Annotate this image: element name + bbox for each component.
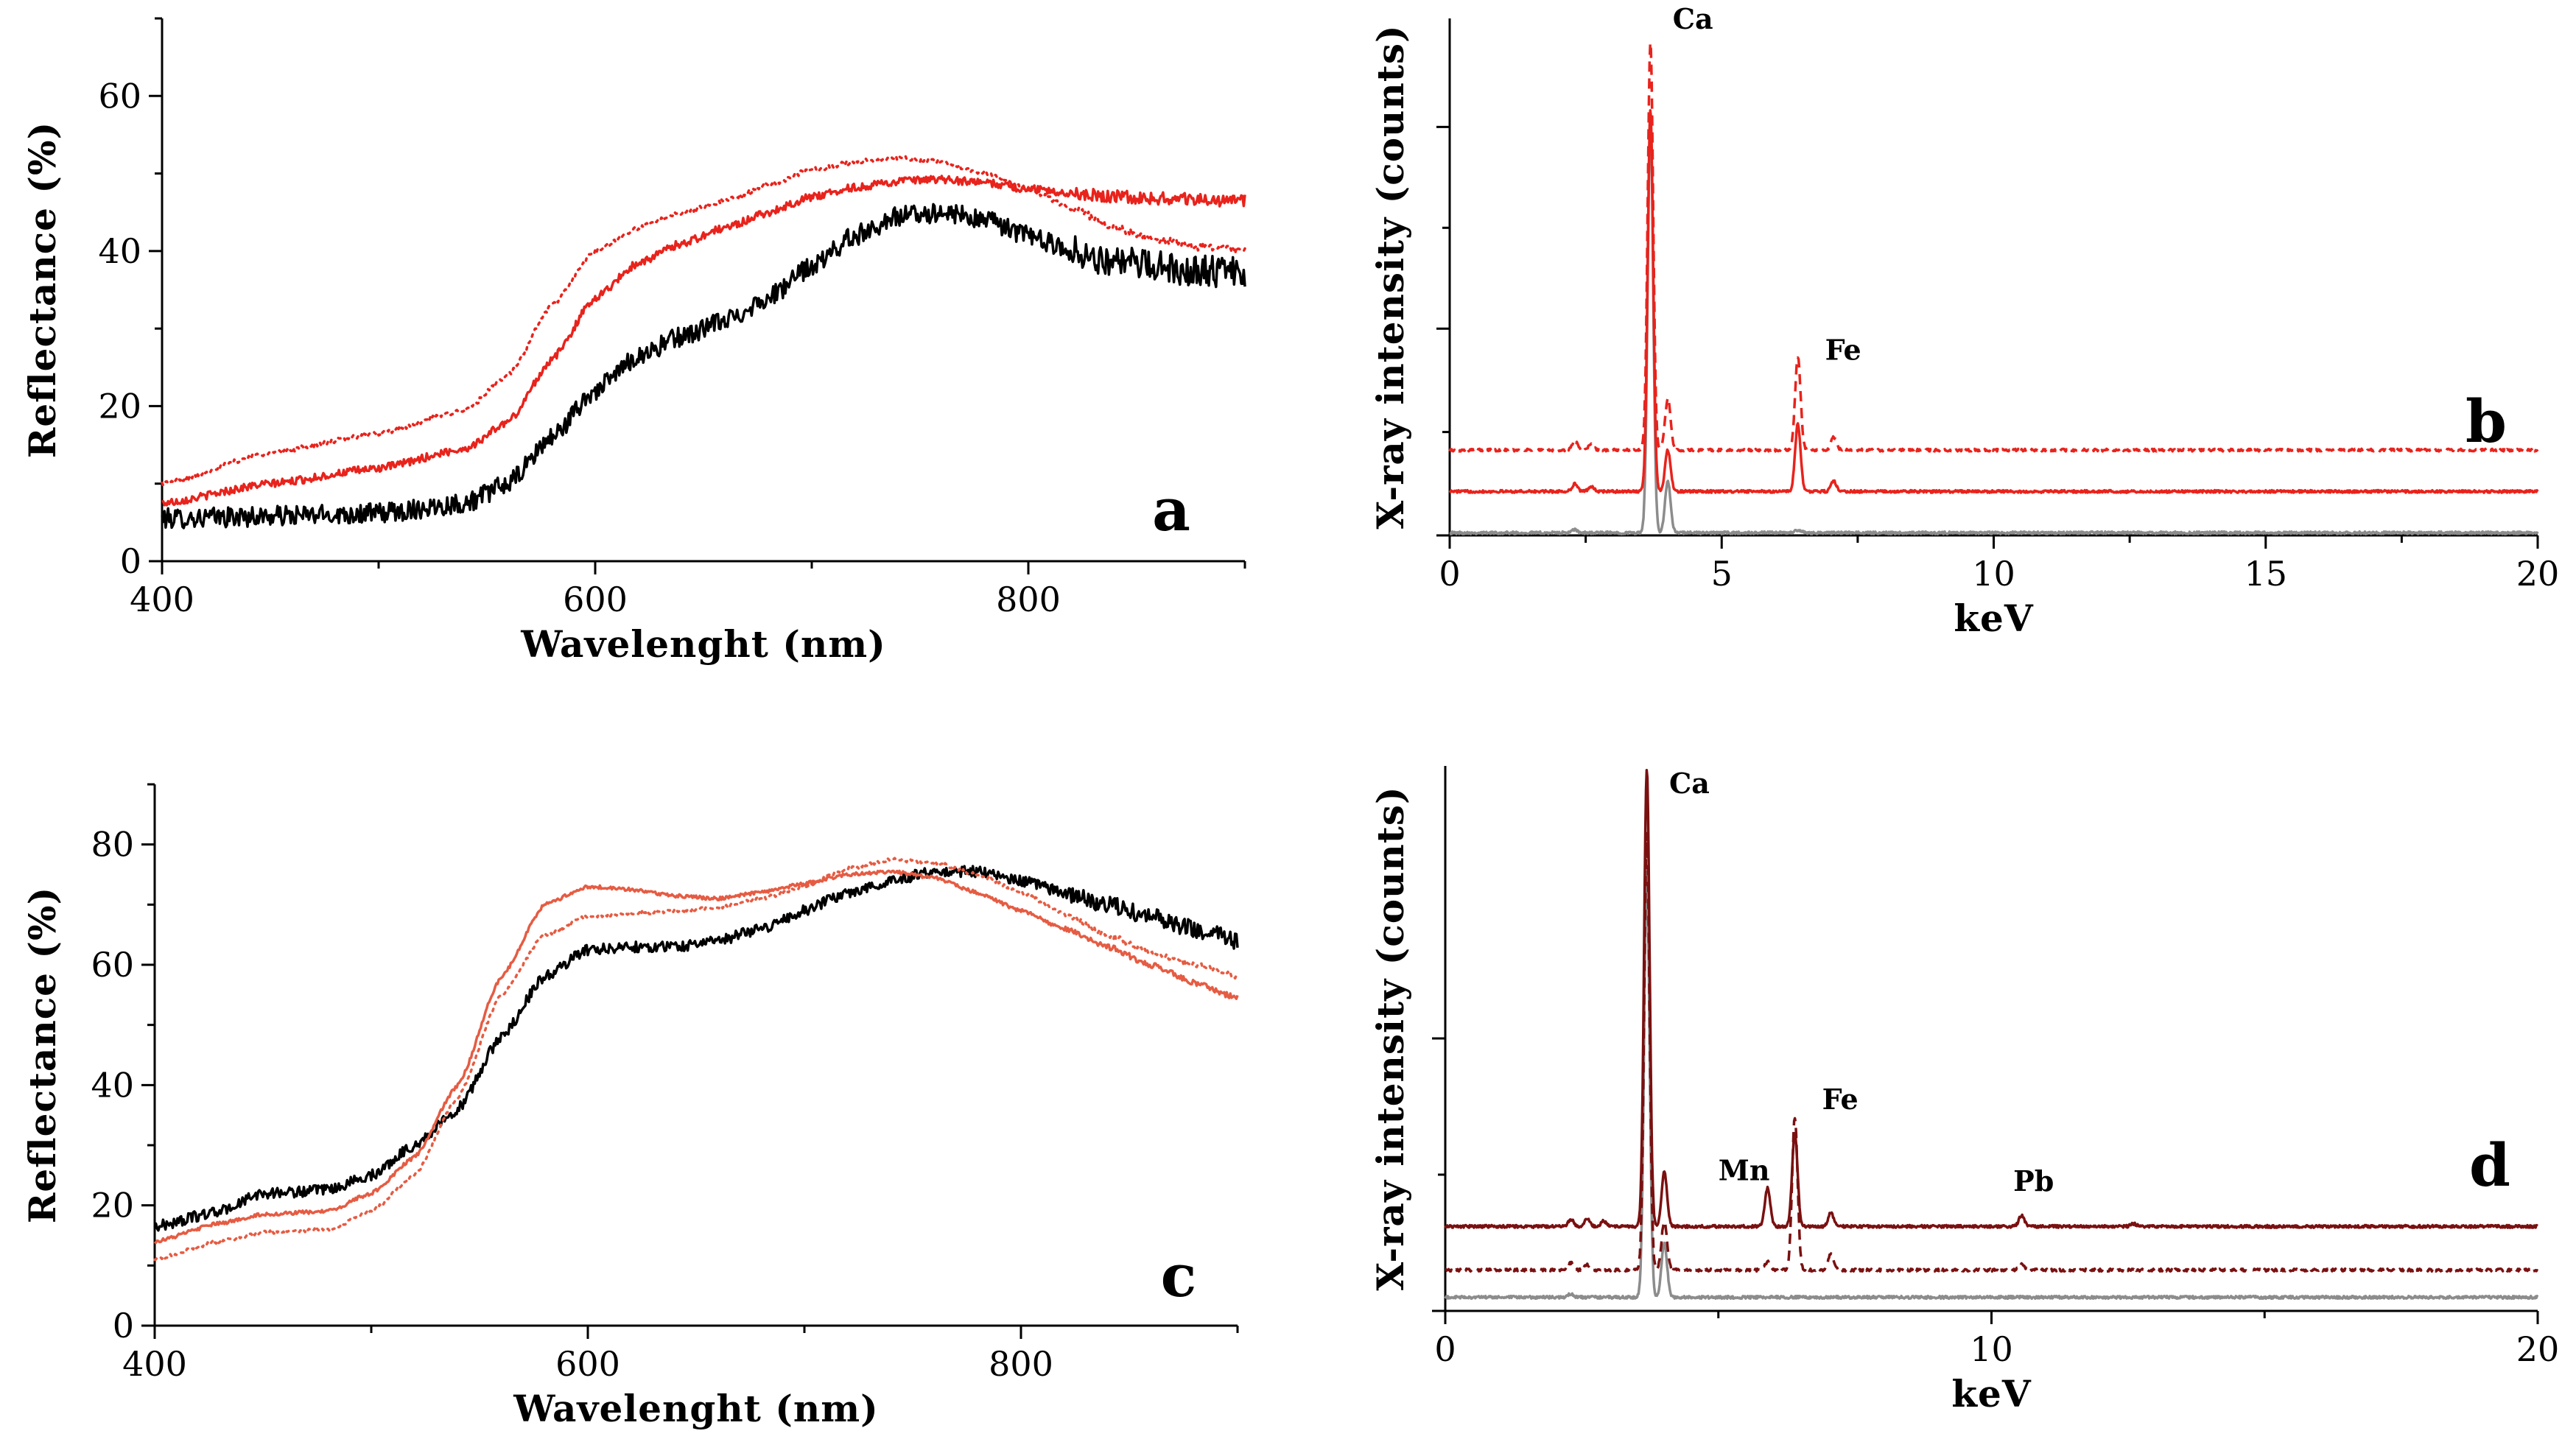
y-tick-label: 60 [91,945,134,985]
y-tick-label: 40 [98,231,141,271]
series-line-red-solid [1448,109,2539,494]
y-tick-label: 0 [120,541,141,581]
panel-letter: d [2469,1130,2510,1200]
x-tick-label: 600 [563,580,628,619]
x-tick-label: 15 [2244,554,2287,594]
y-tick-label: 20 [98,386,141,426]
x-axis-title: Wavelenght (nm) [513,1387,879,1430]
peak-label-fe: Fe [1822,1083,1859,1116]
y-axis-title: Reflectance (%) [21,122,64,458]
series-line-dark-red-solid [1444,769,2538,1229]
series-line-red-dotted [161,154,1246,488]
x-axis-title: Wavelenght (nm) [520,622,886,666]
x-tick-label: 10 [1970,1329,2013,1369]
panel-c-reflectance-chart: 400 600 800 0 20 40 60 80 Wavelenght (nm) Reflect… [21,783,1239,1430]
series-line-red [161,175,1246,507]
y-tick-label: 80 [91,825,134,865]
series-line-black [161,203,1246,530]
x-tick-label: 600 [555,1344,620,1384]
x-tick-label: 400 [130,580,194,619]
panel-d-xrf-chart: 0 10 20 keV X-ray intensity (counts) Ca Mn Fe Pb… [1369,766,2559,1415]
y-tick-label: 0 [113,1306,134,1346]
x-tick-label: 20 [2516,554,2560,594]
y-axis-title: X-ray intensity (counts) [1369,24,1412,529]
x-tick-label: 800 [996,580,1061,619]
peak-label-ca: Ca [1673,2,1713,35]
series-line-grey [1449,117,2539,535]
series-line-dark-red-dashed [1445,831,2539,1273]
x-tick-label: 0 [1439,554,1460,594]
panel-letter: a [1152,475,1190,544]
y-tick-label: 20 [91,1186,134,1225]
y-axis-title: Reflectance (%) [21,887,64,1223]
x-tick-label: 0 [1434,1329,1456,1369]
y-axis-title: X-ray intensity (counts) [1369,786,1412,1290]
peak-label-ca: Ca [1669,767,1710,800]
panel-a-reflectance-chart: 400 600 800 0 20 40 60 Wavelenght (nm) Reflectan… [21,17,1246,666]
peak-label-mn: Mn [1719,1153,1770,1186]
panel-letter: b [2466,387,2507,456]
series-line-red-dashed [1448,41,2539,453]
series-line-grey [1444,871,2539,1301]
series-line-salmon [153,869,1239,1245]
panel-letter: c [1161,1241,1197,1310]
peak-label-fe: Fe [1825,333,1861,366]
x-tick-label: 20 [2516,1329,2560,1369]
series-line-black [153,865,1239,1232]
x-tick-label: 10 [1972,554,2015,594]
x-tick-label: 5 [1711,554,1733,594]
y-tick-label: 40 [91,1065,134,1105]
x-axis-title: keV [1954,597,2033,640]
y-tick-label: 60 [98,76,141,116]
x-tick-label: 800 [989,1344,1053,1384]
panel-b-xrf-chart: 0 5 10 15 20 keV X-ray intensity (counts) Ca Fe b [1369,2,2559,640]
x-tick-label: 400 [122,1344,187,1384]
series-line-salmon-dotted [153,857,1239,1262]
x-axis-title: keV [1951,1372,2031,1415]
peak-label-pb: Pb [2013,1164,2054,1197]
